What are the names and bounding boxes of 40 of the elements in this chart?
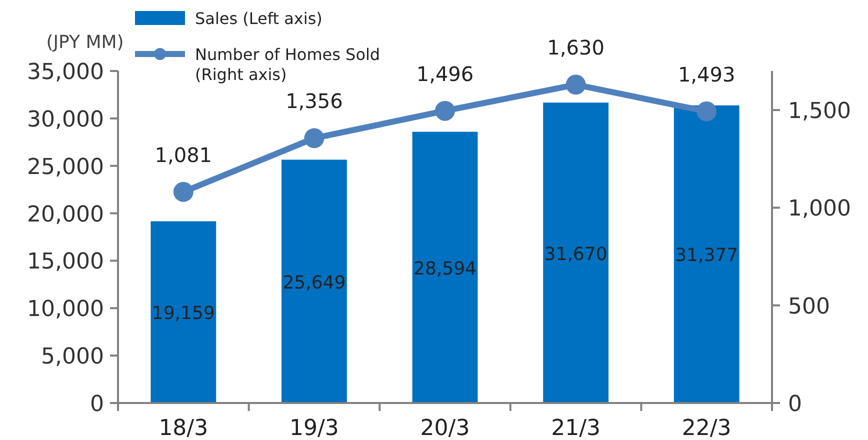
bar bbox=[674, 105, 740, 403]
data-label: 31,670 bbox=[544, 244, 608, 265]
point bbox=[173, 182, 194, 202]
data-label: 1,496 bbox=[416, 62, 474, 86]
x-tick-label: 20/3 bbox=[420, 416, 470, 440]
y-tick-label: 15,000 bbox=[27, 250, 104, 275]
x-tick-label: 22/3 bbox=[682, 416, 732, 440]
point bbox=[696, 101, 717, 122]
x-tick-label: 18/3 bbox=[158, 416, 208, 440]
y-axis-title: (JPY MM) bbox=[46, 32, 124, 53]
legend-label: Sales (Left axis) bbox=[195, 9, 322, 28]
y2-tick-label: 0 bbox=[788, 392, 802, 417]
y2-tick-label: 1,000 bbox=[788, 196, 851, 222]
data-label: 25,649 bbox=[282, 272, 346, 294]
y-tick-label: 30,000 bbox=[27, 107, 104, 132]
bar bbox=[543, 102, 608, 403]
y-tick-label: 25,000 bbox=[27, 154, 104, 180]
y2-tick-label: 500 bbox=[788, 294, 830, 320]
x-tick-label: 19/3 bbox=[289, 416, 339, 440]
y2-tick-label: 1,500 bbox=[788, 99, 851, 124]
legend-label: Number of Homes Sold (Right axis) bbox=[195, 45, 380, 84]
y-tick-label: 5,000 bbox=[41, 344, 104, 370]
bar bbox=[282, 160, 347, 403]
data-label: 1,356 bbox=[286, 89, 343, 114]
data-label: 1,493 bbox=[678, 62, 736, 86]
data-label: 1,081 bbox=[154, 142, 212, 167]
data-label: 19,159 bbox=[152, 303, 215, 324]
point bbox=[304, 128, 324, 148]
y-tick-label: 20,000 bbox=[27, 202, 104, 228]
data-label: 28,594 bbox=[414, 258, 476, 280]
y-tick-label: 0 bbox=[90, 392, 104, 417]
data-label: 31,377 bbox=[675, 245, 738, 266]
point bbox=[435, 100, 455, 121]
y-tick-label: 35,000 bbox=[27, 60, 104, 85]
y-tick-label: 10,000 bbox=[27, 297, 104, 322]
bar bbox=[150, 221, 216, 403]
bar bbox=[412, 132, 478, 403]
x-tick-label: 21/3 bbox=[551, 416, 601, 440]
data-label: 1,630 bbox=[547, 36, 604, 60]
point bbox=[566, 74, 586, 95]
